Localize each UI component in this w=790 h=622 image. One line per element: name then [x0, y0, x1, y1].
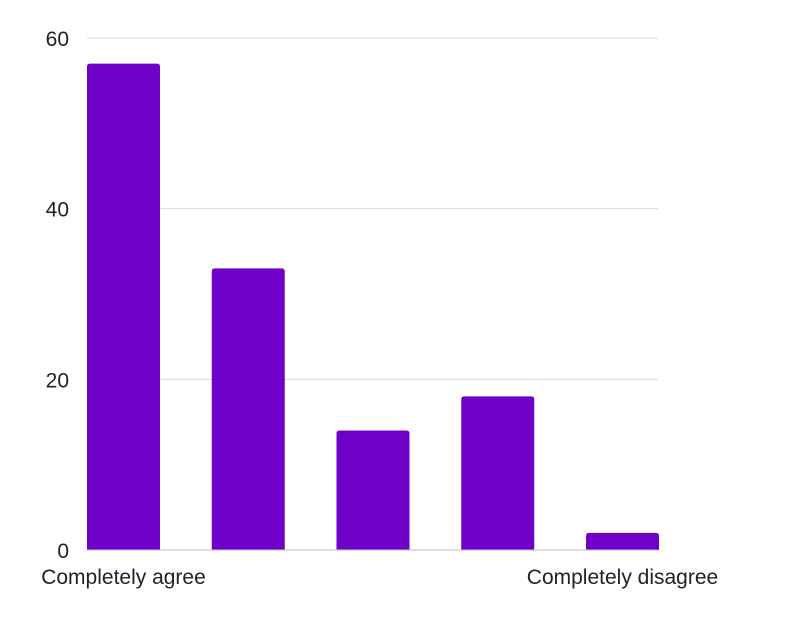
x-category-label: Completely agree	[41, 566, 206, 589]
y-tick-label: 60	[46, 28, 69, 51]
bar-3	[336, 430, 410, 550]
x-category-label: Completely disagree	[527, 566, 718, 589]
y-tick-label: 20	[46, 369, 69, 392]
y-tick-label: 0	[57, 540, 69, 563]
bar-5	[586, 532, 659, 550]
bar-4	[461, 396, 535, 550]
y-tick-label: 40	[46, 199, 69, 222]
x-axis-labels: Completely agree Completely disagree	[41, 566, 718, 589]
y-axis-ticks: 0 20 40 60	[46, 28, 69, 563]
bar-1	[87, 63, 160, 550]
bar-2	[211, 268, 285, 550]
gridlines	[87, 37, 658, 380]
bars	[87, 63, 659, 550]
